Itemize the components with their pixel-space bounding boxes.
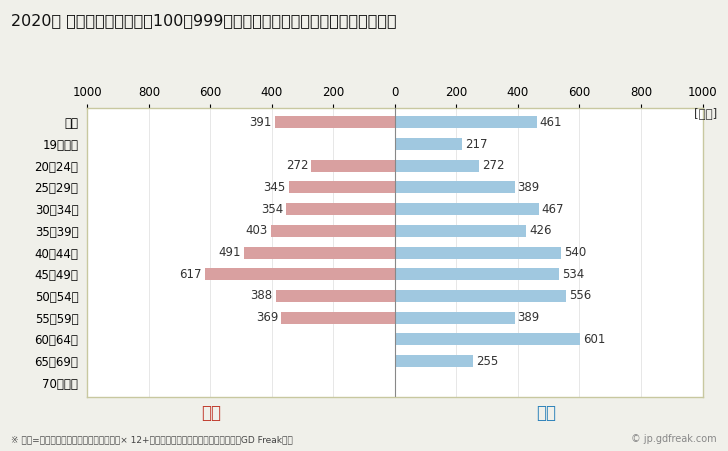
- Bar: [286, 203, 395, 215]
- Bar: [205, 268, 395, 280]
- Text: 2020年 民間企業（従業者数100〜999人）フルタイム労働者の男女別平均年収: 2020年 民間企業（従業者数100〜999人）フルタイム労働者の男女別平均年収: [11, 14, 397, 28]
- Text: 389: 389: [518, 311, 540, 324]
- Bar: [395, 138, 462, 150]
- Bar: [395, 160, 478, 172]
- Bar: [312, 160, 395, 172]
- Text: 556: 556: [569, 290, 591, 303]
- Text: 女性: 女性: [201, 404, 221, 422]
- Text: 403: 403: [245, 224, 268, 237]
- Bar: [244, 247, 395, 258]
- Bar: [395, 290, 566, 302]
- Bar: [395, 333, 579, 345]
- Text: 255: 255: [476, 354, 499, 368]
- Text: 467: 467: [542, 202, 564, 216]
- Text: 345: 345: [264, 181, 286, 194]
- Bar: [395, 268, 559, 280]
- Text: 540: 540: [564, 246, 586, 259]
- Bar: [395, 355, 473, 367]
- Text: © jp.gdfreak.com: © jp.gdfreak.com: [631, 434, 717, 444]
- Bar: [395, 247, 561, 258]
- Bar: [271, 225, 395, 237]
- Text: 461: 461: [539, 116, 562, 129]
- Bar: [395, 312, 515, 324]
- Text: 354: 354: [261, 202, 283, 216]
- Text: ※ 年収=「きまって支給する現金給与額」× 12+「年間賞与その他特別給与額」としてGD Freak推計: ※ 年収=「きまって支給する現金給与額」× 12+「年間賞与その他特別給与額」と…: [11, 435, 293, 444]
- Bar: [395, 225, 526, 237]
- Text: 534: 534: [562, 268, 585, 281]
- Text: 426: 426: [529, 224, 552, 237]
- Bar: [395, 116, 537, 129]
- Text: 男性: 男性: [536, 404, 556, 422]
- Text: 217: 217: [464, 138, 487, 151]
- Bar: [395, 203, 539, 215]
- Text: 617: 617: [180, 268, 202, 281]
- Text: 389: 389: [518, 181, 540, 194]
- Bar: [276, 290, 395, 302]
- Bar: [395, 181, 515, 193]
- Text: 369: 369: [256, 311, 278, 324]
- Text: 601: 601: [583, 333, 605, 346]
- Text: 491: 491: [218, 246, 241, 259]
- Text: 388: 388: [250, 290, 272, 303]
- Text: 272: 272: [285, 159, 308, 172]
- Bar: [289, 181, 395, 193]
- Bar: [282, 312, 395, 324]
- Text: 272: 272: [482, 159, 505, 172]
- Text: 391: 391: [249, 116, 272, 129]
- Text: [万円]: [万円]: [694, 108, 717, 121]
- Bar: [274, 116, 395, 129]
